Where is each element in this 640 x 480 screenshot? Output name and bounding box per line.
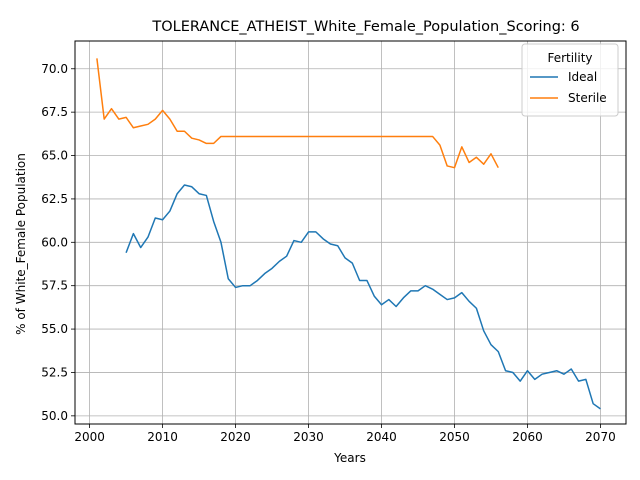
chart-title: TOLERANCE_ATHEIST_White_Female_Populatio… bbox=[151, 19, 579, 35]
y-tick-label: 67.5 bbox=[41, 105, 68, 119]
series-line-ideal bbox=[125, 184, 601, 410]
y-tick-label: 52.5 bbox=[41, 365, 68, 379]
x-tick-label: 2010 bbox=[147, 430, 178, 444]
y-tick-label: 70.0 bbox=[41, 62, 68, 76]
y-tick-label: 65.0 bbox=[41, 149, 68, 163]
y-tick-label: 50.0 bbox=[41, 409, 68, 423]
series-line-sterile bbox=[96, 58, 499, 169]
y-tick-label: 62.5 bbox=[41, 192, 68, 206]
legend-label-sterile: Sterile bbox=[568, 91, 607, 105]
legend-label-ideal: Ideal bbox=[568, 70, 597, 84]
x-tick-label: 2020 bbox=[220, 430, 251, 444]
y-axis-label: % of White_Female Population bbox=[14, 153, 28, 335]
x-tick-label: 2060 bbox=[512, 430, 543, 444]
y-tick-label: 60.0 bbox=[41, 235, 68, 249]
x-tick-label: 2000 bbox=[74, 430, 105, 444]
x-tick-label: 2070 bbox=[585, 430, 616, 444]
series-lines bbox=[96, 58, 601, 410]
x-tick-label: 2030 bbox=[293, 430, 324, 444]
legend: Fertility Ideal Sterile bbox=[521, 43, 619, 117]
legend-title: Fertility bbox=[547, 51, 592, 65]
y-axis-ticks: 50.0 52.5 55.0 57.5 60.0 62.5 65.0 67.5 70.0 bbox=[41, 62, 75, 423]
x-axis-label: Years bbox=[333, 451, 366, 465]
y-tick-label: 55.0 bbox=[41, 322, 68, 336]
y-tick-label: 57.5 bbox=[41, 279, 68, 293]
plot-frame bbox=[74, 40, 627, 425]
x-tick-label: 2050 bbox=[439, 430, 470, 444]
x-axis-ticks: 2000 2010 2020 2030 2040 2050 2060 2070 bbox=[74, 424, 616, 444]
x-tick-label: 2040 bbox=[366, 430, 397, 444]
